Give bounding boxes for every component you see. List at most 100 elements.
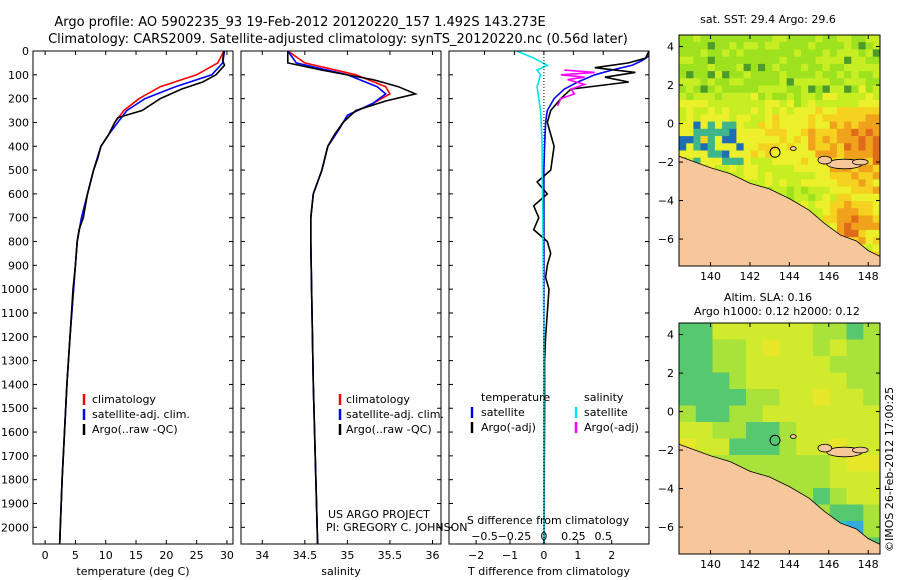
map-cell [863, 372, 881, 390]
map-cell [729, 164, 737, 173]
map-cell [808, 201, 816, 209]
map-cell [762, 405, 780, 423]
map-cell [750, 143, 759, 151]
map-cell [700, 42, 709, 50]
map-cell [758, 49, 766, 57]
map-cell [822, 150, 831, 159]
map-cell [743, 157, 752, 166]
map-cell [722, 150, 730, 159]
map-cell [743, 128, 752, 137]
map-cell [693, 100, 701, 108]
series-satellite [287, 51, 387, 544]
map-cell [758, 157, 766, 166]
map-cell [679, 107, 687, 115]
map-cell [758, 179, 766, 187]
map-cell [844, 107, 852, 115]
sla-heatmap [679, 323, 881, 555]
map-cell [829, 356, 847, 373]
map-cell [765, 100, 773, 108]
map-cell [686, 85, 694, 94]
map-cell [846, 455, 864, 472]
map-cell [801, 71, 809, 79]
map-cell [851, 71, 859, 79]
map-cell [865, 157, 874, 166]
map-cell [693, 92, 701, 101]
map-cell [844, 56, 852, 65]
s-diff-tick-label: −0.25 [498, 530, 532, 543]
map-cell [813, 471, 831, 489]
map-cell [846, 372, 864, 390]
map-cell [796, 323, 814, 340]
map-cell [872, 157, 881, 166]
map-cell [836, 143, 845, 151]
map-cell [846, 504, 864, 522]
legend-salinity-header: salinity [584, 391, 624, 404]
map-cell [844, 78, 852, 86]
map-cell [844, 49, 852, 57]
map-cell [793, 179, 802, 187]
map-cell [722, 63, 730, 72]
map-cell [858, 35, 867, 43]
map-cell [829, 389, 847, 406]
x-tick-label: 34.5 [293, 549, 318, 562]
map-cell [707, 71, 716, 79]
map-cell [858, 179, 867, 187]
depth-tick-label: 100 [8, 69, 29, 82]
map-cell [746, 323, 764, 340]
lon-tick-label: 148 [858, 558, 879, 571]
map-cell [851, 100, 859, 108]
map-cell [700, 114, 709, 122]
map-cell [808, 49, 816, 57]
map-cell [851, 35, 859, 43]
map-cell [836, 215, 845, 224]
map-cell [844, 208, 852, 216]
map-cell [722, 85, 730, 94]
map-cell [779, 107, 788, 115]
map-cell [779, 150, 788, 159]
map-cell [765, 107, 773, 115]
map-cell [743, 71, 752, 79]
map-cell [815, 92, 823, 101]
map-cell [736, 100, 744, 108]
map-cell [865, 237, 874, 245]
map-cell [846, 471, 864, 489]
map-cell [779, 42, 788, 50]
map-cell [779, 35, 788, 43]
map-cell [863, 471, 881, 489]
map-cell [844, 172, 852, 180]
map-cell [786, 114, 795, 122]
depth-tick-label: 400 [8, 140, 29, 153]
x-tick-label: 35.5 [378, 549, 403, 562]
figure-title-line2: Climatology: CARS2009. Satellite-adjuste… [48, 32, 628, 47]
map-cell [822, 215, 831, 224]
map-cell [822, 56, 831, 65]
map-cell [872, 143, 881, 151]
sla-map-subtitle: Argo h1000: 0.12 h2000: 0.12 [694, 305, 860, 318]
lat-tick-label: 0 [667, 406, 674, 419]
map-cell [808, 63, 816, 72]
map-cell [693, 49, 701, 57]
legend-s-sat-label: satellite [584, 406, 628, 419]
map-cell [679, 143, 687, 151]
map-cell [786, 172, 795, 180]
map-cell [712, 422, 730, 439]
legend-clim-label: climatology [92, 393, 156, 406]
map-cell [695, 422, 713, 439]
map-cell [813, 356, 831, 373]
map-cell [786, 49, 795, 57]
map-cell [858, 56, 867, 65]
map-cell [851, 193, 859, 202]
map-cell [736, 107, 744, 115]
map-cell [858, 85, 867, 94]
map-cell [858, 42, 867, 50]
map-cell [858, 193, 867, 202]
map-cell [765, 157, 773, 166]
map-cell [722, 100, 730, 108]
legend-t-argo-label: Argo(-adj) [481, 421, 536, 434]
map-cell [700, 63, 709, 72]
map-cell [872, 42, 881, 50]
map-cell [758, 35, 766, 43]
map-cell [808, 128, 816, 137]
map-cell [707, 100, 716, 108]
